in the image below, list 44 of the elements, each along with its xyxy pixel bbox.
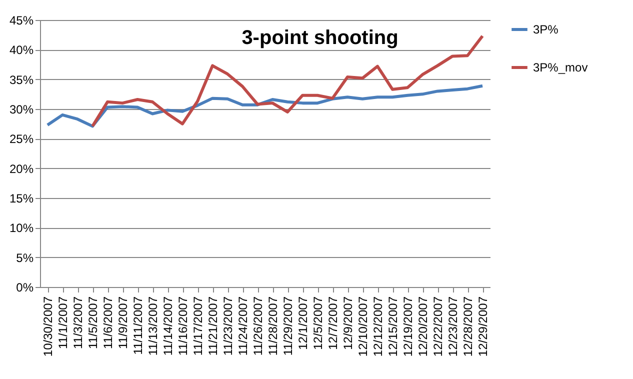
y-tick-label: 20% xyxy=(9,162,34,176)
y-tick-label: 45% xyxy=(9,14,34,28)
x-tick-label: 12/23/2007 xyxy=(446,296,460,357)
x-tick-label: 11/28/2007 xyxy=(266,296,280,356)
x-tick-label: 12/9/2007 xyxy=(341,296,355,350)
x-tick-label: 11/23/2007 xyxy=(221,296,235,356)
legend-label: 3P%_mov xyxy=(533,60,588,74)
x-tick-label: 10/30/2007 xyxy=(41,296,55,357)
y-tick-label: 40% xyxy=(9,43,34,58)
y-tick-label: 15% xyxy=(9,192,34,206)
x-tick-label: 12/22/2007 xyxy=(431,296,445,357)
x-tick-label: 11/13/2007 xyxy=(146,296,160,356)
x-tick-label: 12/28/2007 xyxy=(461,296,475,357)
x-tick-label: 11/21/2007 xyxy=(206,296,220,356)
x-tick-label: 12/10/2007 xyxy=(356,296,370,357)
x-tick-label: 12/5/2007 xyxy=(311,296,325,350)
x-tick-label: 12/1/2007 xyxy=(296,296,310,350)
x-tick-label: 12/7/2007 xyxy=(326,296,340,350)
y-tick-label: 30% xyxy=(9,102,34,116)
x-tick-label: 11/5/2007 xyxy=(86,296,100,349)
x-tick-label: 11/11/2007 xyxy=(131,296,145,355)
y-tick-label: 35% xyxy=(9,72,34,87)
x-tick-label: 11/6/2007 xyxy=(101,296,115,349)
y-tick-label: 10% xyxy=(9,221,34,236)
x-tick-label: 11/1/2007 xyxy=(56,296,70,349)
x-tick-label: 11/29/2007 xyxy=(281,296,295,356)
y-tick-label: 0% xyxy=(16,280,34,294)
x-tick-label: 12/15/2007 xyxy=(386,296,400,357)
x-tick-label: 12/20/2007 xyxy=(416,296,430,357)
legend-label: 3P% xyxy=(533,22,559,36)
x-tick-label: 12/19/2007 xyxy=(401,296,415,357)
x-tick-label: 11/17/2007 xyxy=(191,296,205,356)
x-tick-label: 12/29/2007 xyxy=(476,296,490,357)
x-tick-label: 11/14/2007 xyxy=(161,296,175,356)
x-tick-label: 11/9/2007 xyxy=(116,296,130,349)
x-tick-label: 12/12/2007 xyxy=(371,296,385,357)
line-series xyxy=(46,84,484,128)
y-tick-label: 5% xyxy=(16,250,34,265)
x-tick-label: 11/16/2007 xyxy=(176,296,190,356)
y-tick-label: 25% xyxy=(9,132,34,146)
x-tick-label: 11/26/2007 xyxy=(251,296,265,356)
x-tick-label: 11/3/2007 xyxy=(71,296,85,349)
x-tick-label: 11/24/2007 xyxy=(236,296,250,356)
chart-title: 3-point shooting xyxy=(242,27,398,49)
